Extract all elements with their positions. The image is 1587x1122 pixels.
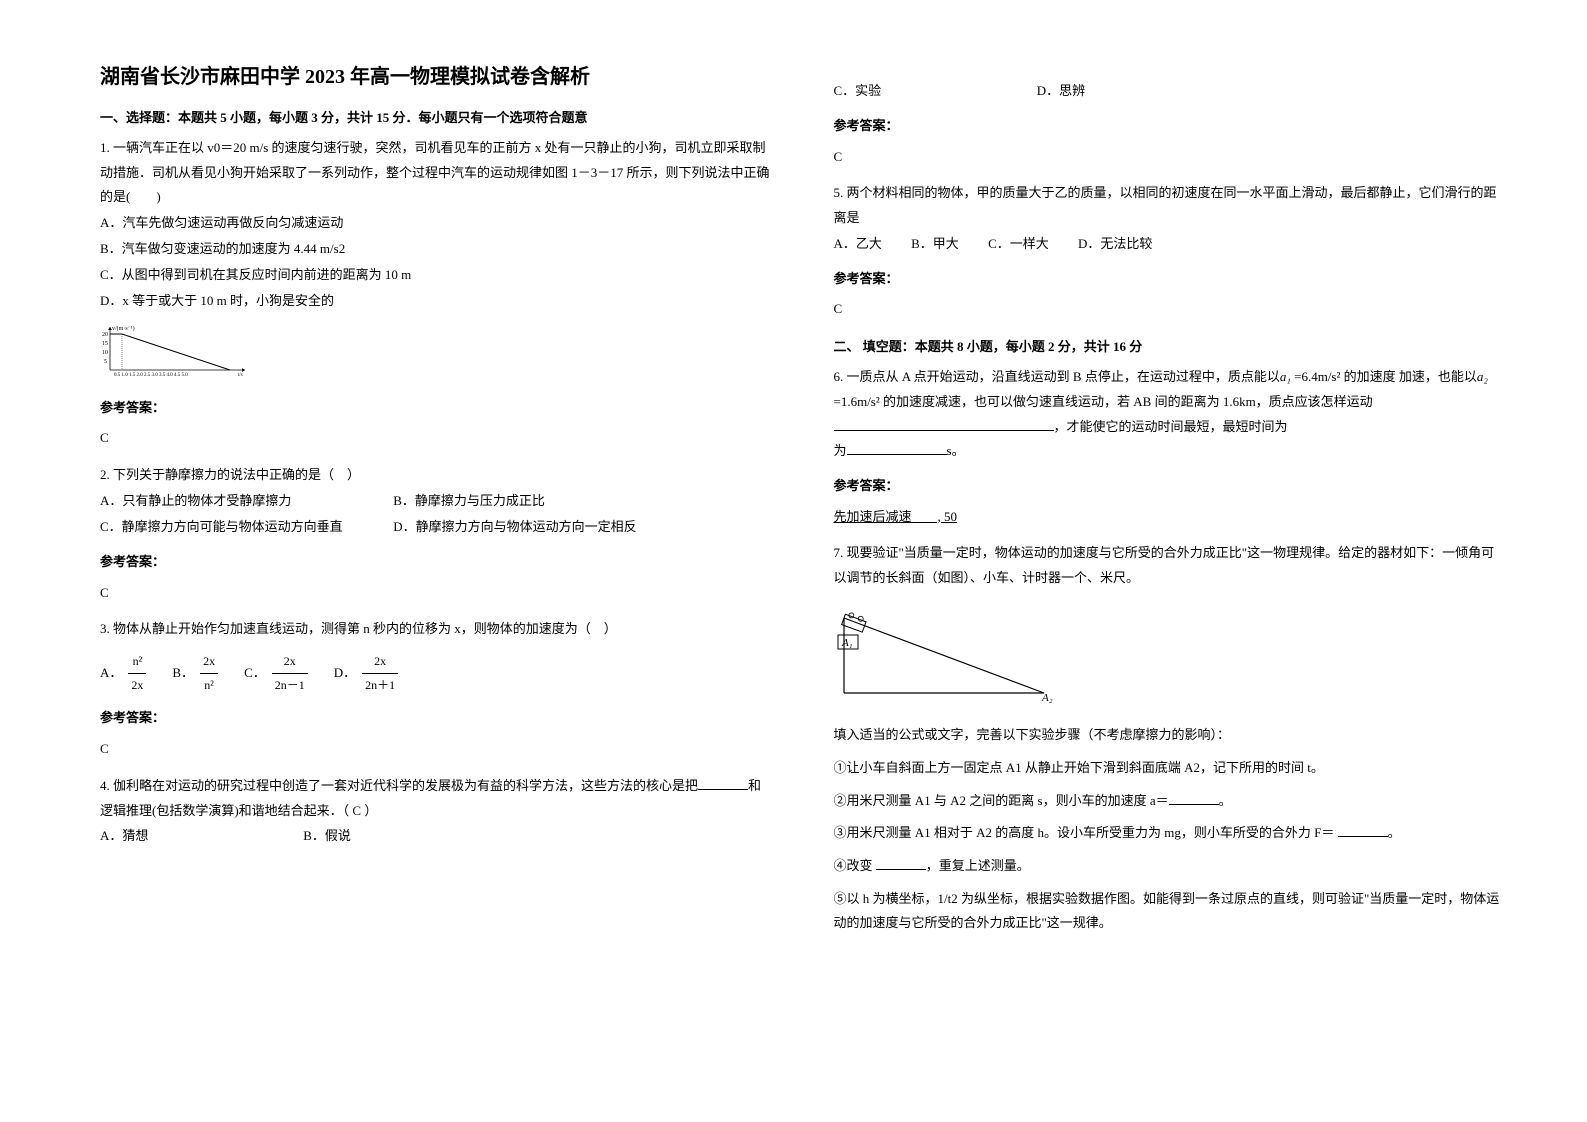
svg-text:A₁: A₁: [841, 637, 853, 649]
q5-answer: C: [834, 297, 1508, 322]
q2-optA: A．只有静止的物体才受静摩擦力: [100, 488, 360, 514]
exam-page: 湖南省长沙市麻田中学 2023 年高一物理模拟试卷含解析 一、选择题：本题共 5…: [100, 60, 1507, 946]
q1-answer-label: 参考答案：: [100, 396, 774, 421]
right-column: C．实验 D．思辨 参考答案： C 5. 两个材料相同的物体，甲的质量大于乙的质…: [834, 60, 1508, 946]
q6-answer-label: 参考答案：: [834, 474, 1508, 499]
q4-blank: [698, 777, 748, 790]
q5-text: 5. 两个材料相同的物体，甲的质量大于乙的质量，以相同的初速度在同一水平面上滑动…: [834, 181, 1508, 230]
q7-text1: 7. 现要验证"当质量一定时，物体运动的加速度与它所受的合外力成正比"这一物理规…: [834, 541, 1508, 590]
q4-optA: A．猜想: [100, 823, 270, 849]
q2-opts-row2: C．静摩擦力方向可能与物体运动方向垂直 D．静摩擦力方向与物体运动方向一定相反: [100, 514, 774, 540]
q2-answer-label: 参考答案：: [100, 550, 774, 575]
q3-options: A． n²2x B． 2xn² C． 2x2n－1 D． 2x2n＋1: [100, 650, 774, 697]
q7-step3: ③用米尺测量 A1 相对于 A2 的高度 h。设小车所受重力为 mg，则小车所受…: [834, 821, 1508, 846]
q6-line3: 为s。: [834, 439, 1508, 464]
question-4-cont: C．实验 D．思辨 参考答案： C: [834, 78, 1508, 169]
q4-opts-row2: C．实验 D．思辨: [834, 78, 1508, 104]
q1-answer: C: [100, 426, 774, 451]
question-5: 5. 两个材料相同的物体，甲的质量大于乙的质量，以相同的初速度在同一水平面上滑动…: [834, 181, 1508, 322]
q2-text: 2. 下列关于静摩擦力的说法中正确的是（ ）: [100, 463, 774, 488]
q5-optC: C．一样大: [988, 231, 1049, 257]
left-column: 湖南省长沙市麻田中学 2023 年高一物理模拟试卷含解析 一、选择题：本题共 5…: [100, 60, 774, 946]
q3-optB: B． 2xn²: [172, 650, 220, 697]
q6-blank1: [834, 418, 1054, 431]
q3-answer-label: 参考答案：: [100, 706, 774, 731]
question-3: 3. 物体从静止开始作匀加速直线运动，测得第 n 秒内的位移为 x，则物体的加速…: [100, 617, 774, 762]
exam-title: 湖南省长沙市麻田中学 2023 年高一物理模拟试卷含解析: [100, 60, 774, 89]
svg-text:0.5 1.0 1.5 2.0 2.5 3.0 3.5 4.: 0.5 1.0 1.5 2.0 2.5 3.0 3.5 4.0 4.5 5.0: [114, 373, 188, 377]
q7-diagram: A₁ A₂: [834, 603, 1508, 712]
q7-step2: ②用米尺测量 A1 与 A2 之间的距离 s，则小车的加速度 a＝。: [834, 789, 1508, 814]
q3-text: 3. 物体从静止开始作匀加速直线运动，测得第 n 秒内的位移为 x，则物体的加速…: [100, 617, 774, 642]
q4-text: 4. 伽利略在对运动的研究过程中创造了一套对近代科学的发展极为有益的科学方法，这…: [100, 774, 774, 823]
q7-blank-change: [876, 857, 926, 870]
q1-optD: D．x 等于或大于 10 m 时，小狗是安全的: [100, 288, 774, 314]
q2-optD: D．静摩擦力方向与物体运动方向一定相反: [393, 514, 636, 540]
q4-optB: B．假说: [303, 823, 351, 849]
q1-optC: C．从图中得到司机在其反应时间内前进的距离为 10 m: [100, 262, 774, 288]
svg-text:5: 5: [104, 359, 107, 365]
question-7: 7. 现要验证"当质量一定时，物体运动的加速度与它所受的合外力成正比"这一物理规…: [834, 541, 1508, 936]
q7-blank-a: [1169, 792, 1219, 805]
q1-optA: A．汽车先做匀速运动再做反向匀减速运动: [100, 210, 774, 236]
q5-answer-label: 参考答案：: [834, 267, 1508, 292]
q6-answer: 先加速后减速 , 50: [834, 505, 1508, 530]
q7-blank-F: [1338, 824, 1388, 837]
q5-opts: A．乙大 B．甲大 C．一样大 D．无法比较: [834, 231, 1508, 257]
q7-step4: ④改变 ，重复上述测量。: [834, 854, 1508, 879]
section2-header: 二、 填空题：本题共 8 小题，每小题 2 分，共计 16 分: [834, 336, 1508, 355]
q2-answer: C: [100, 581, 774, 606]
question-2: 2. 下列关于静摩擦力的说法中正确的是（ ） A．只有静止的物体才受静摩擦力 B…: [100, 463, 774, 605]
q6-text: 6. 一质点从 A 点开始运动，沿直线运动到 B 点停止，在运动过程中，质点能以…: [834, 365, 1508, 439]
q5-optB: B．甲大: [911, 231, 959, 257]
svg-text:A₂: A₂: [1041, 692, 1053, 703]
q4-optC: C．实验: [834, 78, 1004, 104]
q3-optD: D． 2x2n＋1: [334, 650, 400, 697]
q4-answer-label: 参考答案：: [834, 114, 1508, 139]
q3-optA: A． n²2x: [100, 650, 148, 697]
question-4: 4. 伽利略在对运动的研究过程中创造了一套对近代科学的发展极为有益的科学方法，这…: [100, 774, 774, 849]
svg-text:15: 15: [102, 341, 108, 347]
q1-optB: B．汽车做匀变速运动的加速度为 4.44 m/s2: [100, 236, 774, 262]
q4-opts-row1: A．猜想 B．假说: [100, 823, 774, 849]
q5-optD: D．无法比较: [1078, 231, 1152, 257]
q7-text2: 填入适当的公式或文字，完善以下实验步骤（不考虑摩擦力的影响）：: [834, 723, 1508, 748]
question-6: 6. 一质点从 A 点开始运动，沿直线运动到 B 点停止，在运动过程中，质点能以…: [834, 365, 1508, 529]
q7-step1: ①让小车自斜面上方一固定点 A1 从静止开始下滑到斜面底端 A2，记下所用的时间…: [834, 756, 1508, 781]
q1-graph: v/(m·s⁻¹) 20 15 10 5 0.5 1.0 1.5 2.0 2.5…: [100, 322, 774, 386]
svg-text:20: 20: [102, 332, 108, 338]
q1-text: 1. 一辆汽车正在以 v0＝20 m/s 的速度匀速行驶，突然，司机看见车的正前…: [100, 136, 774, 210]
q4-answer: C: [834, 145, 1508, 170]
q2-opts-row1: A．只有静止的物体才受静摩擦力 B．静摩擦力与压力成正比: [100, 488, 774, 514]
graph-ylabel: v/(m·s⁻¹): [112, 325, 135, 332]
q6-blank2: [847, 442, 947, 455]
q2-optB: B．静摩擦力与压力成正比: [393, 488, 545, 514]
question-1: 1. 一辆汽车正在以 v0＝20 m/s 的速度匀速行驶，突然，司机看见车的正前…: [100, 136, 774, 451]
q3-answer: C: [100, 737, 774, 762]
q2-optC: C．静摩擦力方向可能与物体运动方向垂直: [100, 514, 360, 540]
q4-optD: D．思辨: [1037, 78, 1085, 104]
q7-step5: ⑤以 h 为横坐标，1/t2 为纵坐标，根据实验数据作图。如能得到一条过原点的直…: [834, 887, 1508, 936]
svg-text:t/s: t/s: [238, 373, 243, 377]
q5-optA: A．乙大: [834, 231, 882, 257]
svg-text:10: 10: [102, 350, 108, 356]
section1-header: 一、选择题：本题共 5 小题，每小题 3 分，共计 15 分．每小题只有一个选项…: [100, 107, 774, 126]
q3-optC: C． 2x2n－1: [244, 650, 310, 697]
